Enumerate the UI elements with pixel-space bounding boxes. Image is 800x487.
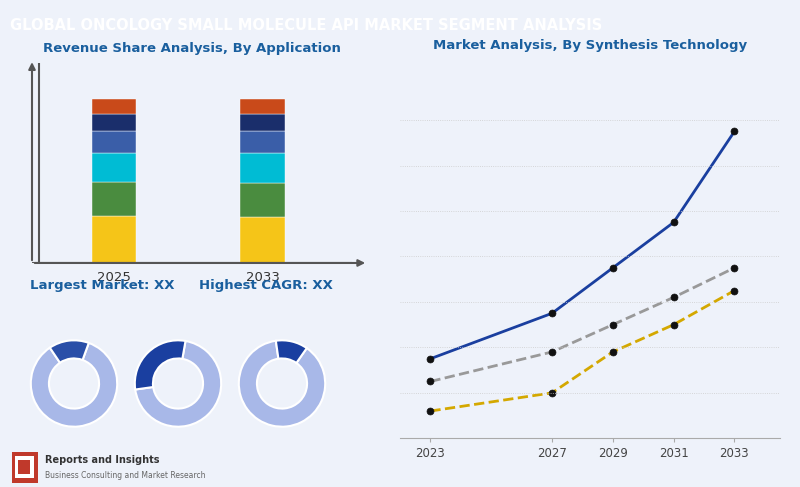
Bar xyxy=(240,131,285,153)
Bar xyxy=(240,99,285,114)
Bar xyxy=(240,184,285,217)
Wedge shape xyxy=(276,340,306,363)
Wedge shape xyxy=(135,340,186,390)
Bar xyxy=(14,456,34,478)
Bar xyxy=(91,182,136,216)
Bar xyxy=(91,99,136,114)
Bar xyxy=(12,452,38,483)
Text: Largest Market: XX: Largest Market: XX xyxy=(30,279,174,292)
Title: Revenue Share Analysis, By Application: Revenue Share Analysis, By Application xyxy=(43,42,341,55)
Bar xyxy=(18,460,30,474)
Wedge shape xyxy=(50,340,89,363)
Bar xyxy=(91,153,136,182)
Text: GLOBAL ONCOLOGY SMALL MOLECULE API MARKET SEGMENT ANALYSIS: GLOBAL ONCOLOGY SMALL MOLECULE API MARKE… xyxy=(10,18,602,33)
Title: Market Analysis, By Synthesis Technology: Market Analysis, By Synthesis Technology xyxy=(433,39,747,53)
Bar xyxy=(91,131,136,153)
Wedge shape xyxy=(239,341,325,427)
Bar xyxy=(240,217,285,263)
Text: Business Consulting and Market Research: Business Consulting and Market Research xyxy=(46,470,206,480)
Bar xyxy=(240,153,285,184)
Wedge shape xyxy=(135,341,221,427)
Bar xyxy=(91,216,136,263)
Bar xyxy=(240,114,285,131)
Wedge shape xyxy=(31,343,117,427)
Text: Highest CAGR: XX: Highest CAGR: XX xyxy=(199,279,333,292)
Bar xyxy=(91,114,136,131)
Text: Reports and Insights: Reports and Insights xyxy=(46,455,160,465)
